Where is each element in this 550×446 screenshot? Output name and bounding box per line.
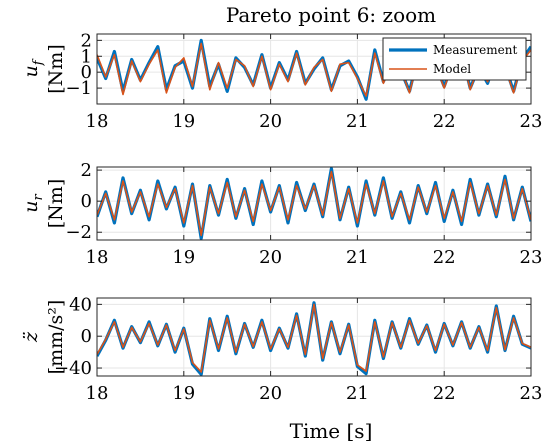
y-axis-label-1: uf[Nm] bbox=[20, 44, 67, 93]
y-axis-unit: [mm/s²] bbox=[45, 300, 67, 375]
series-line-model bbox=[97, 303, 531, 373]
x-tick-label-0: 18 bbox=[86, 111, 109, 132]
legend: Measurement Model bbox=[382, 37, 527, 81]
x-tick-label-1: 19 bbox=[172, 383, 195, 404]
y-tick-label-2: 2 bbox=[81, 160, 92, 181]
y-axis-symbol: u bbox=[20, 65, 42, 77]
x-tick-label-0: 18 bbox=[86, 383, 109, 404]
x-axis-label: Time [s] bbox=[290, 419, 373, 443]
chart-title: Pareto point 6: zoom bbox=[226, 3, 436, 27]
y-axis-symbol: u bbox=[20, 200, 42, 212]
y-tick-label-0: −2 bbox=[65, 222, 92, 243]
x-tick-label-2: 20 bbox=[259, 383, 282, 404]
y-axis-unit: [Nm] bbox=[45, 179, 67, 228]
legend-label-measurement: Measurement bbox=[433, 43, 517, 57]
axes-box bbox=[96, 33, 532, 105]
y-axis-label-3: z̈ [mm/s²] bbox=[20, 300, 67, 375]
legend-box bbox=[382, 37, 527, 81]
x-tick-label-5: 23 bbox=[520, 111, 543, 132]
y-tick-label-1: 0 bbox=[81, 62, 92, 83]
axes-box bbox=[96, 166, 532, 241]
x-tick-label-2: 20 bbox=[259, 247, 282, 268]
x-tick-label-2: 20 bbox=[259, 111, 282, 132]
x-tick-label-4: 22 bbox=[433, 383, 456, 404]
x-tick-label-3: 21 bbox=[346, 247, 369, 268]
y-tick-label-2: 40 bbox=[69, 294, 92, 315]
y-tick-label-0: −1 bbox=[65, 78, 92, 99]
y-tick-label-1: 0 bbox=[81, 326, 92, 347]
y-tick-label-2: 1 bbox=[81, 46, 92, 67]
y-axis-label-2: ur[Nm] bbox=[20, 179, 67, 228]
y-axis-subscript: r bbox=[31, 193, 46, 200]
x-tick-label-3: 21 bbox=[346, 111, 369, 132]
y-tick-label-0: −40 bbox=[54, 358, 92, 379]
x-tick-label-3: 21 bbox=[346, 383, 369, 404]
x-tick-label-5: 23 bbox=[520, 247, 543, 268]
x-tick-label-4: 22 bbox=[433, 247, 456, 268]
x-tick-label-5: 23 bbox=[520, 383, 543, 404]
x-tick-label-1: 19 bbox=[172, 111, 195, 132]
series-line-model bbox=[97, 170, 531, 237]
x-tick-label-4: 22 bbox=[433, 111, 456, 132]
legend-label-model: Model bbox=[433, 62, 471, 76]
y-tick-label-3: 2 bbox=[81, 30, 92, 51]
axes-box bbox=[96, 297, 532, 377]
y-axis-unit: [Nm] bbox=[45, 44, 67, 93]
y-axis-subscript: f bbox=[31, 58, 46, 66]
x-tick-label-0: 18 bbox=[86, 247, 109, 268]
y-tick-label-1: 0 bbox=[81, 191, 92, 212]
panel-2: 18 19 20 21 22 23 −2 0 2 ur[Nm] bbox=[20, 160, 542, 268]
x-tick-label-1: 19 bbox=[172, 247, 195, 268]
series-line-measurement bbox=[97, 301, 531, 376]
y-axis-symbol: z̈ bbox=[20, 331, 42, 343]
